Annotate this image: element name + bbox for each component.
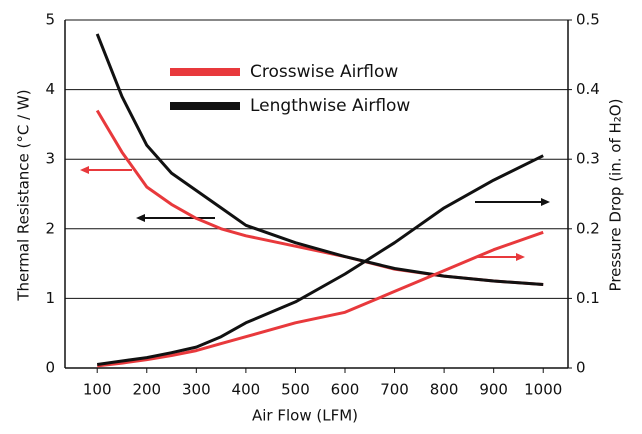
y2-tick-label: 0 bbox=[576, 359, 586, 377]
x-tick-label: 800 bbox=[430, 381, 459, 399]
y-tick-label: 5 bbox=[45, 11, 55, 29]
x-tick-label: 700 bbox=[380, 381, 409, 399]
x-tick-label: 600 bbox=[331, 381, 360, 399]
y2-tick-label: 0.3 bbox=[576, 150, 600, 168]
series-line bbox=[95, 33, 544, 286]
y-tick-label: 4 bbox=[45, 80, 55, 98]
arrowhead bbox=[516, 253, 525, 261]
x-tick-label: 1000 bbox=[524, 381, 562, 399]
y2-axis-title: Pressure Drop (in. of H₂O) bbox=[607, 99, 625, 292]
y-tick-label: 1 bbox=[45, 289, 55, 307]
x-tick-label: 300 bbox=[182, 381, 211, 399]
x-tick-label: 100 bbox=[83, 381, 112, 399]
x-tick-label: 400 bbox=[232, 381, 261, 399]
legend-label: Lengthwise Airflow bbox=[250, 96, 410, 116]
annotation-arrows bbox=[80, 166, 550, 261]
x-tick-label: 900 bbox=[479, 381, 508, 399]
arrowhead bbox=[136, 214, 145, 222]
y2-tick-label: 0.2 bbox=[576, 219, 600, 237]
y-tick-label: 0 bbox=[45, 359, 55, 377]
y2-tick-label: 0.5 bbox=[576, 11, 600, 29]
x-tick-label: 500 bbox=[281, 381, 310, 399]
y-tick-label: 2 bbox=[45, 219, 55, 237]
y-tick-label: 3 bbox=[45, 150, 55, 168]
series-line bbox=[97, 230, 544, 368]
arrowhead bbox=[80, 166, 89, 174]
arrowhead bbox=[541, 198, 550, 206]
y2-tick-label: 0.1 bbox=[576, 289, 600, 307]
x-tick-label: 200 bbox=[132, 381, 161, 399]
x-axis-title: Air Flow (LFM) bbox=[252, 407, 358, 425]
series-line bbox=[96, 154, 544, 366]
y2-tick-label: 0.4 bbox=[576, 80, 600, 98]
y-axis-title: Thermal Resistance (°C / W) bbox=[15, 89, 33, 301]
legend-label: Crosswise Airflow bbox=[250, 62, 398, 82]
